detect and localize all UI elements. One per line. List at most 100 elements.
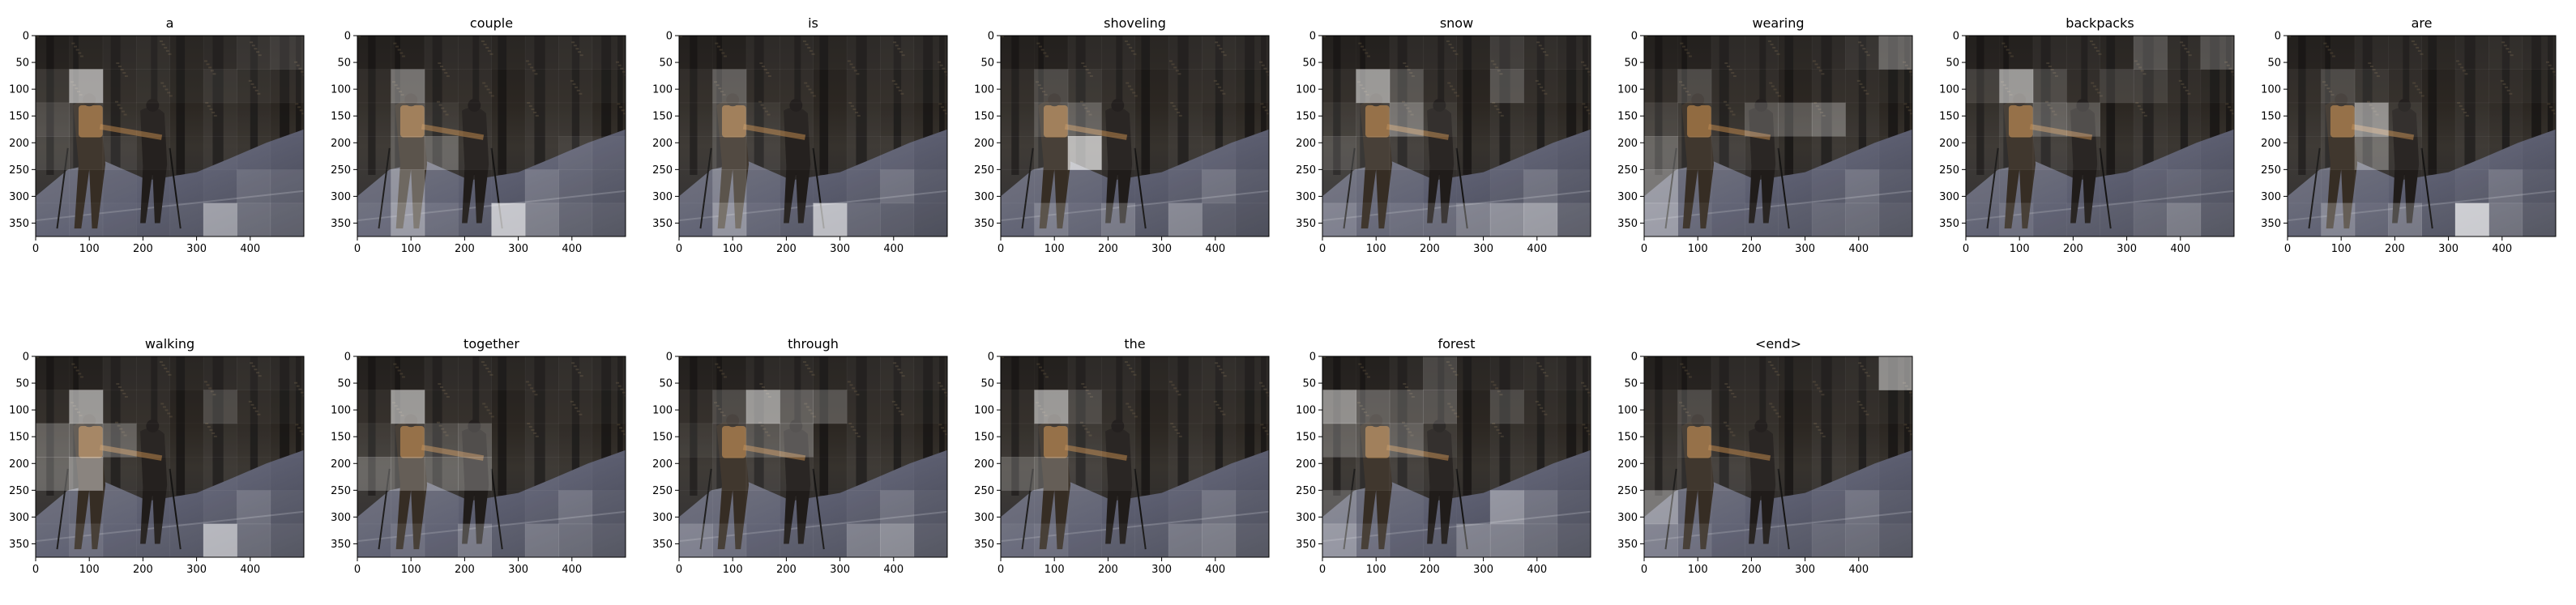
x-tick-label: 100 [1366,243,1386,255]
attention-cell [169,490,204,525]
attention-cell [1202,136,1237,170]
attention-cell [745,169,780,204]
y-tick-label: 50 [2267,58,2281,70]
attention-cell [1101,457,1135,491]
attention-cell [524,202,559,236]
attention-cell [2032,69,2067,104]
attention-cell [1389,169,1424,204]
y-tick-label: 100 [331,405,351,417]
y-tick-label: 100 [9,405,29,417]
attention-cell [1677,36,1712,70]
panel-title: wearing [1752,15,1804,31]
attention-cell [102,457,137,491]
attention-cell [1168,356,1203,390]
attention-cell [2354,202,2389,236]
attention-cell [2100,69,2134,104]
attention-cell [2032,136,2067,170]
attention-cell [1101,490,1135,525]
attention-cell [36,390,70,424]
y-tick-label: 350 [331,218,351,230]
y-tick-label: 300 [1617,512,1638,524]
attention-cell [69,423,104,458]
attention-cell [1423,136,1457,170]
attention-cell [203,69,237,104]
attention-cell [2200,102,2234,137]
attention-cell [1523,36,1558,70]
attention-cell [1999,202,2034,236]
attention-cell [745,102,780,137]
attention-cell [1557,136,1591,170]
axes-frame [1643,35,1913,237]
attention-cell [1489,523,1524,557]
attention-cell [237,356,271,390]
attention-cell [1101,36,1135,70]
attention-cell [1778,36,1813,70]
attention-cell [1711,390,1745,424]
attention-cell [1034,36,1069,70]
attention-cell [1456,490,1491,525]
attention-cell [780,69,814,104]
attention-cell [1811,136,1846,170]
attention-cell [2488,169,2523,204]
attention-cell [2354,136,2389,170]
attention-cell [1644,69,1678,104]
attention-cell [391,423,425,458]
x-tick-label: 300 [1473,564,1493,576]
attention-cell [2321,169,2356,204]
attention-cell [1456,36,1491,70]
attention-cell [712,423,747,458]
y-tick-label: 0 [23,351,29,364]
attention-cell [2133,202,2168,236]
attention-cell [1168,390,1203,424]
attention-cell [592,490,626,525]
attention-cell [270,69,304,104]
attention-cell [880,457,915,491]
attention-cell [1999,36,2034,70]
attention-cell [136,102,170,137]
attention-cell [136,457,170,491]
attention-cell [1322,390,1356,424]
y-tick-label: 50 [1946,58,1959,70]
y-tick-label: 300 [1296,191,1316,203]
attention-cell [36,202,70,236]
attention-cell [1322,523,1356,557]
attention-cell [780,136,814,170]
attention-cell [679,102,713,137]
attention-cell [1168,169,1203,204]
attention-cell [1878,102,1912,137]
attention-cell [1389,423,1424,458]
attention-cell [2388,136,2422,170]
attention-cell [1423,102,1457,137]
attention-cell [558,36,593,70]
attention-cell [2321,202,2356,236]
attention-cell [1067,457,1102,491]
attention-cell [1811,36,1846,70]
attention-cell [679,356,713,390]
y-tick-label: 200 [1617,458,1638,471]
attention-cell [1034,202,1069,236]
attention-cell [102,390,137,424]
attention-cell [1878,390,1912,424]
attention-cell [102,136,137,170]
attention-cell [1356,423,1391,458]
attention-cell [1523,69,1558,104]
x-tick-label: 300 [1795,243,1815,255]
attention-cell [1644,390,1678,424]
attention-cell [1134,36,1169,70]
attention-cell [846,523,881,557]
axes-frame [1643,356,1913,558]
attention-cell [1202,423,1237,458]
x-tick-label: 200 [2063,243,2083,255]
attention-cell [1134,356,1169,390]
y-tick-label: 50 [980,378,994,390]
attention-cell [1235,102,1269,137]
attention-cell [2421,102,2456,137]
y-tick-label: 200 [1617,138,1638,150]
attention-cell [2421,69,2456,104]
attention-cell [1168,523,1203,557]
attention-cell [458,457,492,491]
x-tick-label: 300 [508,564,528,576]
attention-cell [1878,169,1912,204]
attention-panel: are 0 100 200 300 400 0 50 100 150 200 250 300 350 [2261,15,2557,255]
